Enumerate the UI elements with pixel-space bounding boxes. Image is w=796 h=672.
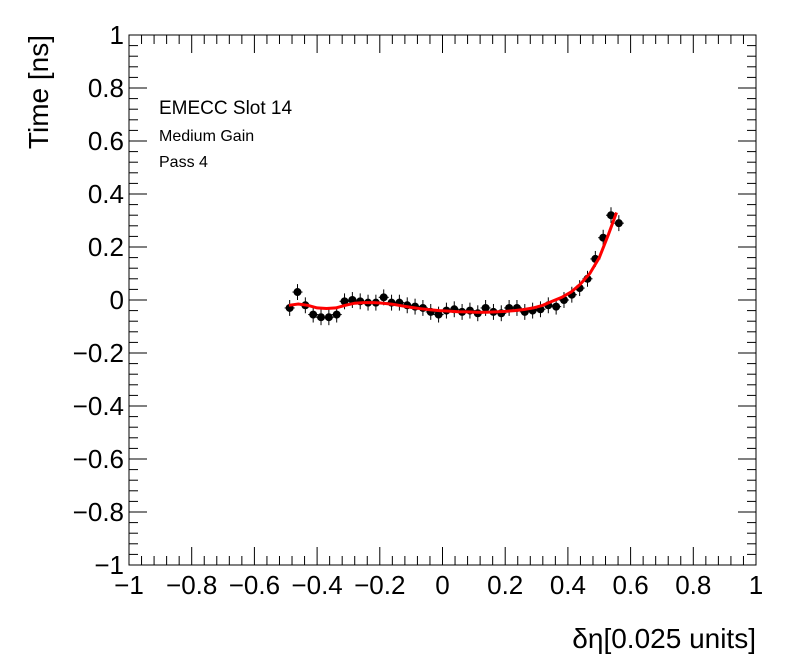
x-tick-label: 0.6 xyxy=(613,570,649,600)
annotation-slot: EMECC Slot 14 xyxy=(159,98,292,119)
data-point xyxy=(293,288,302,297)
x-tick-label: 1 xyxy=(749,570,763,600)
annotation-pass: Pass 4 xyxy=(159,154,208,171)
data-point xyxy=(552,302,561,311)
data-point xyxy=(614,219,623,228)
y-tick-label: −0.2 xyxy=(73,338,124,368)
data-point xyxy=(317,313,326,322)
x-tick-label: −0.8 xyxy=(166,570,217,600)
y-tick-label: −0.6 xyxy=(73,444,124,474)
axis-ticks xyxy=(128,34,757,566)
x-tick-label: 0.2 xyxy=(487,570,523,600)
y-axis-title: Time [ns] xyxy=(23,35,54,149)
fit-curve xyxy=(288,211,618,314)
data-point xyxy=(332,310,341,319)
x-tick-label: 0.8 xyxy=(675,570,711,600)
y-tick-label: 1 xyxy=(110,20,124,50)
data-point xyxy=(607,211,616,220)
data-point xyxy=(481,303,490,312)
y-tick-label: 0.2 xyxy=(88,232,124,262)
data-point xyxy=(324,313,333,322)
y-tick-label: −0.8 xyxy=(73,497,124,527)
y-tick-label: −1 xyxy=(94,550,124,580)
data-point xyxy=(309,310,318,319)
data-point xyxy=(340,297,349,306)
data-point xyxy=(434,310,443,319)
y-tick-label: 0 xyxy=(110,285,124,315)
x-tick-label: 0 xyxy=(435,570,449,600)
x-tick-label: 0.4 xyxy=(550,570,586,600)
x-tick-labels: −1 −0.8 −0.6 −0.4 −0.2 0 0.2 0.4 0.6 0.8 1 xyxy=(114,570,763,600)
data-point xyxy=(379,293,388,302)
y-tick-label: −0.4 xyxy=(73,391,124,421)
y-tick-label: 0.4 xyxy=(88,179,124,209)
x-tick-label: −0.2 xyxy=(354,570,405,600)
x-tick-label: −0.4 xyxy=(291,570,342,600)
y-tick-label: 0.6 xyxy=(88,126,124,156)
x-tick-label: −1 xyxy=(114,570,144,600)
y-tick-labels: −1 −0.8 −0.6 −0.4 −0.2 0 0.2 0.4 0.6 0.8 1 xyxy=(73,20,124,580)
annotation-gain: Medium Gain xyxy=(159,128,254,145)
x-axis-title: δη[0.025 units] xyxy=(572,623,756,654)
x-tick-label: −0.6 xyxy=(229,570,280,600)
y-tick-label: 0.8 xyxy=(88,73,124,103)
